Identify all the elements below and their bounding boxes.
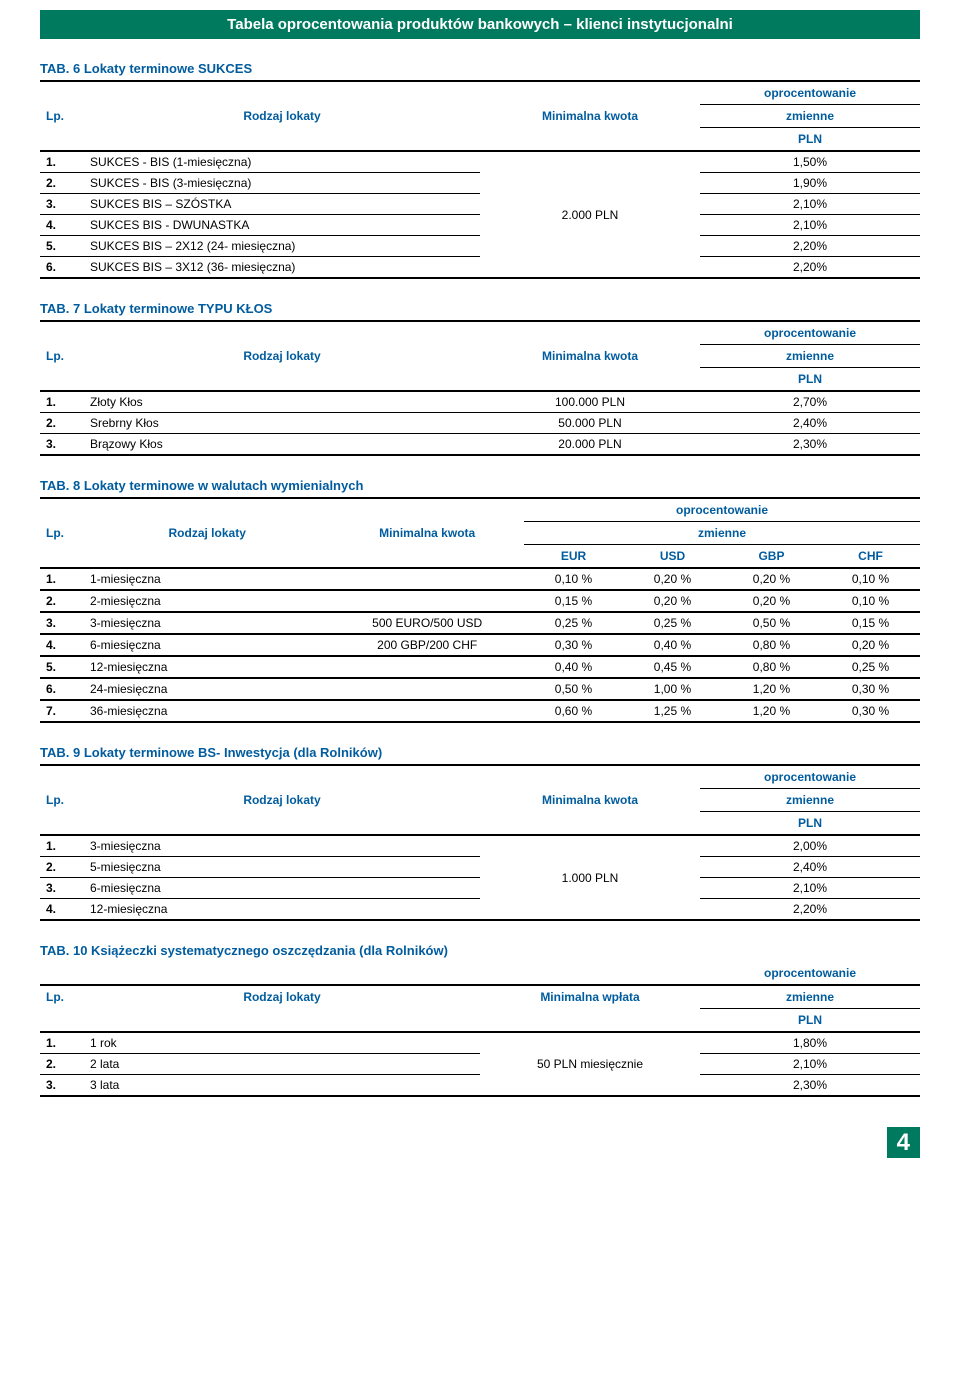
col-oprocentowanie: oprocentowanie [700, 765, 920, 789]
col-zmienne: zmienne [700, 345, 920, 368]
col-oprocentowanie: oprocentowanie [700, 81, 920, 105]
col-lp: Lp. [40, 985, 84, 1009]
col-rodzaj: Rodzaj lokaty [84, 522, 330, 545]
table-row: 1. SUKCES - BIS (1-miesięczna) 2.000 PLN… [40, 151, 920, 173]
col-zmienne: zmienne [700, 789, 920, 812]
page-header-bar: Tabela oprocentowania produktów bankowyc… [40, 10, 920, 39]
col-oprocentowanie: oprocentowanie [524, 498, 920, 522]
tab10-table: oprocentowanie Lp. Rodzaj lokaty Minimal… [40, 962, 920, 1097]
tab9-title: TAB. 9 Lokaty terminowe BS- Inwestycja (… [40, 745, 920, 760]
tab8-kwota2: 200 GBP/200 CHF [330, 634, 524, 656]
col-lp: Lp. [40, 105, 84, 128]
page: Tabela oprocentowania produktów bankowyc… [0, 10, 960, 1188]
table-row: 1. 1 rok 50 PLN miesięcznie 1,80% [40, 1032, 920, 1054]
col-pln: PLN [700, 368, 920, 392]
tab6-title: TAB. 6 Lokaty terminowe SUKCES [40, 61, 920, 76]
col-pln: PLN [700, 128, 920, 152]
tab7-table: oprocentowanie Lp. Rodzaj lokaty Minimal… [40, 320, 920, 456]
content: TAB. 6 Lokaty terminowe SUKCES oprocento… [0, 61, 960, 1097]
col-pln: PLN [700, 1009, 920, 1033]
col-min-wplata: Minimalna wpłata [480, 985, 700, 1009]
col-rodzaj: Rodzaj lokaty [84, 345, 480, 368]
col-zmienne: zmienne [700, 105, 920, 128]
col-gbp: GBP [722, 545, 821, 569]
col-min-kwota: Minimalna kwota [480, 105, 700, 128]
tab8-table: oprocentowanie Lp. Rodzaj lokaty Minimal… [40, 497, 920, 723]
col-lp: Lp. [40, 789, 84, 812]
col-rodzaj: Rodzaj lokaty [84, 789, 480, 812]
table-row: 2. Srebrny Kłos 50.000 PLN 2,40% [40, 413, 920, 434]
table-row: 1. Złoty Kłos 100.000 PLN 2,70% [40, 391, 920, 413]
table-row: 1. 1-miesięczna 0,10 % 0,20 % 0,20 % 0,1… [40, 568, 920, 590]
col-zmienne: zmienne [524, 522, 920, 545]
col-min-kwota: Minimalna kwota [480, 345, 700, 368]
tab6-table: oprocentowanie Lp. Rodzaj lokaty Minimal… [40, 80, 920, 279]
table-row: 6. 24-miesięczna 0,50 % 1,00 % 1,20 % 0,… [40, 678, 920, 700]
table-row: 3. Brązowy Kłos 20.000 PLN 2,30% [40, 434, 920, 456]
col-chf: CHF [821, 545, 920, 569]
table-row: 7. 36-miesięczna 0,60 % 1,25 % 1,20 % 0,… [40, 700, 920, 722]
col-pln: PLN [700, 812, 920, 836]
tab10-title: TAB. 10 Książeczki systematycznego oszcz… [40, 943, 920, 958]
col-usd: USD [623, 545, 722, 569]
col-min-kwota: Minimalna kwota [330, 522, 524, 545]
table-row: 3. 3-miesięczna 500 EURO/500 USD 0,25 % … [40, 612, 920, 634]
col-lp: Lp. [40, 345, 84, 368]
table-row: 1. 3-miesięczna 1.000 PLN 2,00% [40, 835, 920, 857]
tab8-kwota1: 500 EURO/500 USD [330, 612, 524, 634]
tab8-title: TAB. 8 Lokaty terminowe w walutach wymie… [40, 478, 920, 493]
col-zmienne: zmienne [700, 985, 920, 1009]
page-footer: 4 [0, 1097, 960, 1168]
col-rodzaj: Rodzaj lokaty [84, 105, 480, 128]
col-lp: Lp. [40, 522, 84, 545]
col-min-kwota: Minimalna kwota [480, 789, 700, 812]
tab9-table: oprocentowanie Lp. Rodzaj lokaty Minimal… [40, 764, 920, 921]
col-eur: EUR [524, 545, 623, 569]
table-row: 4. 6-miesięczna 200 GBP/200 CHF 0,30 % 0… [40, 634, 920, 656]
table-row: 2. 2-miesięczna 0,15 % 0,20 % 0,20 % 0,1… [40, 590, 920, 612]
table-row: 5. 12-miesięczna 0,40 % 0,45 % 0,80 % 0,… [40, 656, 920, 678]
col-rodzaj: Rodzaj lokaty [84, 985, 480, 1009]
col-oprocentowanie: oprocentowanie [700, 321, 920, 345]
col-oprocentowanie: oprocentowanie [700, 962, 920, 985]
tab9-kwota: 1.000 PLN [480, 835, 700, 920]
tab7-title: TAB. 7 Lokaty terminowe TYPU KŁOS [40, 301, 920, 316]
tab6-kwota: 2.000 PLN [480, 151, 700, 278]
tab10-kwota: 50 PLN miesięcznie [480, 1032, 700, 1096]
page-number: 4 [887, 1127, 920, 1158]
